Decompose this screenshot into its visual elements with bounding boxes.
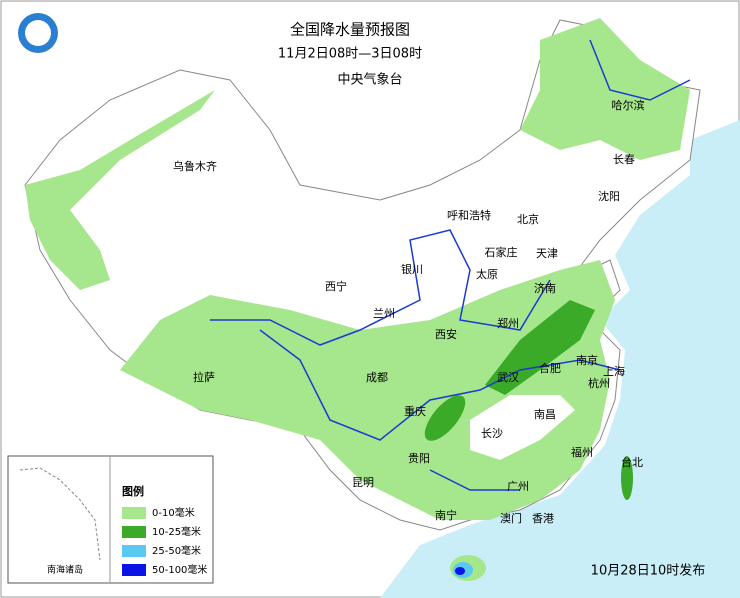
legend-swatch [122, 545, 146, 557]
dry-area [470, 395, 575, 460]
city-label: 郑州 [497, 316, 519, 330]
city-label: 南昌 [534, 408, 556, 421]
city-label: 南京 [576, 353, 598, 367]
legend: 0-10毫米 10-25毫米 25-50毫米 50-100毫米 [122, 506, 207, 576]
city-label: 长春 [613, 153, 635, 166]
city-label: 西宁 [325, 279, 347, 293]
river [589, 39, 691, 101]
inset-label: 南海诸岛 [47, 564, 83, 576]
city-label: 贵阳 [408, 452, 430, 465]
city-label: 兰州 [373, 307, 395, 320]
precip-area [520, 18, 690, 160]
city-label: 哈尔滨 [612, 98, 645, 112]
river [210, 229, 551, 346]
city-label: 重庆 [404, 404, 426, 418]
city-label: 西安 [435, 327, 457, 341]
legend-title: 图例 [122, 484, 144, 498]
precip-area [424, 395, 466, 441]
city-label: 济南 [534, 281, 556, 295]
river [259, 329, 621, 441]
legend-label: 0-10毫米 [152, 506, 195, 519]
legend-label: 10-25毫米 [152, 525, 201, 538]
city-label: 广州 [507, 480, 529, 493]
precip-area [485, 300, 595, 395]
legend-swatch [122, 526, 146, 538]
city-label: 北京 [517, 212, 539, 226]
city-label: 南宁 [435, 508, 457, 522]
precip-area [621, 456, 633, 500]
city-label: 香港 [532, 512, 554, 525]
precip-area [455, 567, 465, 575]
legend-label: 50-100毫米 [152, 563, 207, 576]
city-label: 成都 [366, 371, 388, 384]
city-label: 银川 [401, 262, 423, 276]
city-label: 石家庄 [485, 245, 518, 259]
city-label: 上海 [603, 364, 625, 378]
city-label: 太原 [476, 268, 498, 281]
city-label: 长沙 [481, 427, 503, 440]
city-label: 澳门 [500, 511, 522, 525]
legend-swatch [122, 507, 146, 519]
city-label: 杭州 [588, 376, 610, 390]
map-period: 11月2日08时—3日08时 [278, 47, 422, 62]
sea [380, 120, 740, 598]
map-title: 全国降水量预报图 [290, 21, 410, 39]
city-label: 呼和浩特 [447, 208, 491, 222]
city-label: 台北 [621, 455, 643, 469]
precip-area [25, 90, 215, 290]
legend-swatch [122, 564, 146, 576]
city-label: 昆明 [352, 476, 374, 489]
city-label: 拉萨 [193, 370, 215, 384]
city-label: 合肥 [539, 361, 561, 375]
city-label: 福州 [571, 445, 593, 459]
city-label: 天津 [536, 247, 558, 260]
river [429, 469, 520, 491]
legend-label: 25-50毫米 [152, 544, 201, 557]
city-label: 乌鲁木齐 [173, 159, 217, 173]
publish-time: 10月28日10时发布 [591, 563, 706, 579]
city-label: 武汉 [497, 371, 519, 384]
logo [25, 20, 51, 46]
city-label: 沈阳 [598, 189, 620, 203]
map-issuer: 中央气象台 [337, 72, 402, 88]
inset-boundary [19, 467, 101, 561]
